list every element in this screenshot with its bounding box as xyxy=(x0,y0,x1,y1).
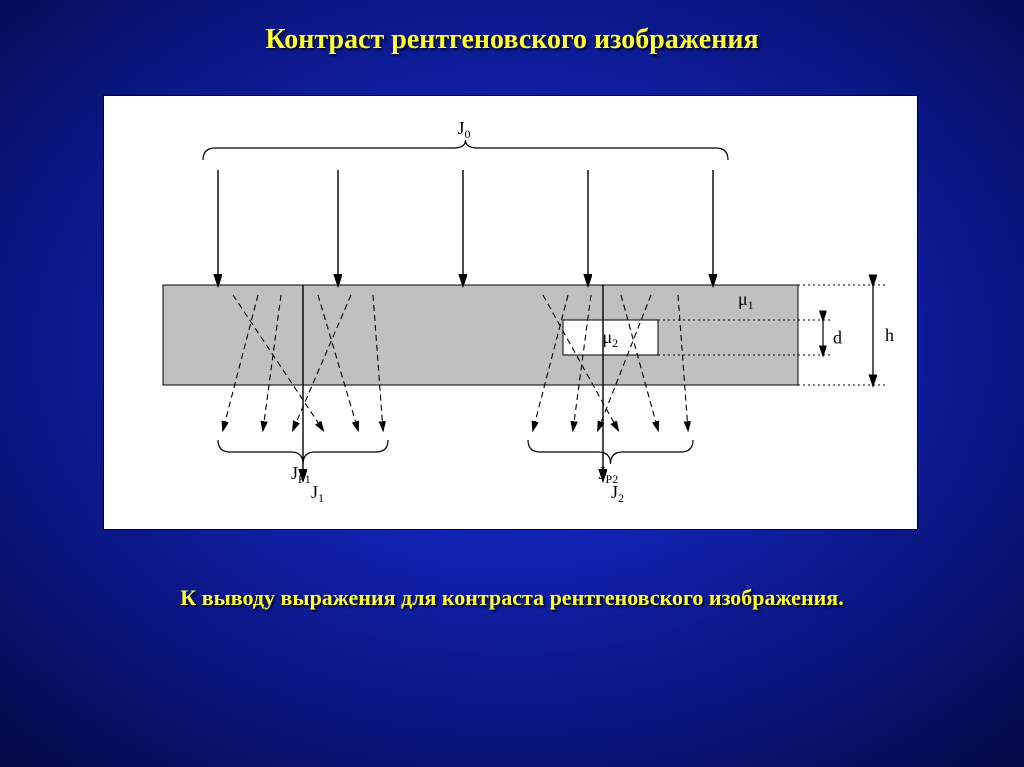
svg-text:d: d xyxy=(833,328,842,348)
svg-text:h: h xyxy=(885,325,894,345)
slide-caption: К выводу выражения для контраста рентген… xyxy=(0,585,1024,611)
svg-text:JP1: JP1 xyxy=(291,463,311,486)
slide: Контраст рентгеновского изображения J0 J1… xyxy=(0,0,1024,767)
xray-contrast-diagram: J0J1J2JP1JP2μ1μ2hd xyxy=(103,95,918,530)
svg-text:J1: J1 xyxy=(311,482,324,505)
diagram-svg: J0J1J2JP1JP2μ1μ2hd xyxy=(103,95,918,530)
svg-text:J0: J0 xyxy=(458,118,471,141)
slide-title: Контраст рентгеновского изображения xyxy=(0,24,1024,56)
svg-text:JP2: JP2 xyxy=(599,463,619,486)
